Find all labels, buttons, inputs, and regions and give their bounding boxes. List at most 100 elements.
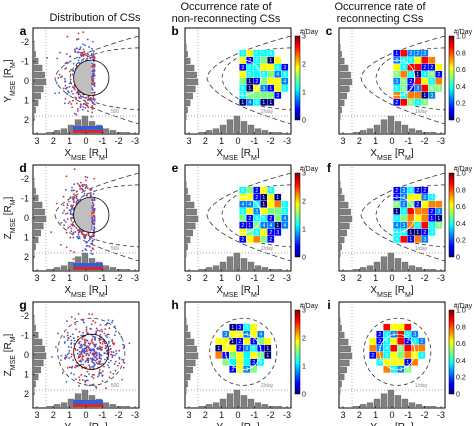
scatter-point [60, 221, 63, 224]
left-hist-bar [339, 359, 350, 367]
heatmap-cell [260, 235, 268, 243]
hist-scale-label: 500 [111, 246, 120, 252]
scatter-point [100, 357, 103, 360]
bow-shock-line [360, 35, 445, 125]
scatter-point [85, 101, 88, 104]
heatmap-cell [428, 200, 436, 208]
scatter-point [85, 245, 88, 247]
scatter-point [92, 223, 95, 226]
scatter-point [75, 102, 78, 105]
scatter-point [92, 212, 95, 215]
heatmap-cell [393, 63, 401, 71]
scatter-point [68, 366, 71, 369]
heatmap-cell-count: 1 [266, 353, 269, 359]
heatmap-cell [267, 70, 275, 78]
x-tick-label: -3 [283, 136, 291, 146]
scatter-point [106, 356, 108, 359]
scatter-point [67, 352, 70, 355]
scatter-point [84, 53, 86, 56]
scatter-point [103, 352, 106, 355]
x-axis-label: XMSE [RM] [370, 148, 413, 162]
scatter-point [91, 72, 94, 75]
scatter-point [88, 245, 91, 248]
bottom-hist-bar [212, 402, 220, 408]
bottom-hist-bar [261, 267, 269, 271]
heatmap-cell-count: 1 [248, 86, 251, 92]
x-tick-label: -3 [437, 273, 445, 283]
panel-letter-g: g [19, 298, 26, 312]
heatmap-cell-count: 6 [241, 86, 244, 92]
scatter-point [84, 107, 87, 109]
heatmap-cell [260, 91, 268, 99]
heatmap-cell-count: 1 [262, 100, 265, 106]
x-axis-label-part-0: Y [64, 422, 71, 426]
heatmap-cell [267, 98, 275, 106]
scatter-point [77, 199, 80, 202]
scatter-point [93, 65, 96, 68]
y-tick-label: -2 [21, 311, 29, 321]
scatter-point [114, 325, 116, 328]
scatter-point [63, 102, 66, 105]
scatter-point [50, 231, 53, 234]
magnetopause-line [69, 184, 139, 248]
heatmap-cell [229, 358, 237, 366]
x-axis-label-part-4: ] [411, 285, 414, 296]
scatter-point [89, 357, 92, 360]
scatter-point [86, 194, 88, 197]
scatter-point [93, 68, 96, 71]
x-tick-label: 0 [389, 273, 394, 283]
scatter-point [111, 319, 114, 322]
scatter-point [118, 356, 121, 359]
left-hist-bar [339, 99, 345, 107]
scatter-point [93, 91, 96, 94]
colorbar-unit: #/Day [300, 303, 319, 310]
scatter-point [95, 361, 98, 364]
heatmap-cell-count: 4 [248, 202, 251, 208]
bottom-blue-bar [73, 126, 103, 130]
scatter-point [86, 370, 89, 373]
bottom-hist-bar [275, 406, 283, 408]
left-hist-bar [185, 317, 187, 325]
x-tick-label: -1 [404, 136, 412, 146]
panel-letter-c: c [326, 24, 333, 38]
scatter-point [81, 338, 84, 340]
bottom-hist-bar [408, 265, 416, 271]
colorbar-unit: #/Day [454, 303, 473, 310]
scatter-point [92, 367, 95, 370]
scatter-point [64, 357, 67, 360]
heatmap-cell-count: 2 [402, 202, 405, 208]
heatmap-cell-count: 4 [395, 223, 398, 229]
colorbar-tick: 2 [302, 199, 306, 206]
heatmap-cell [390, 358, 398, 366]
hist-scale-label: 500 [111, 109, 120, 115]
x-axis-label-part-1: MSE [223, 155, 239, 162]
heatmap-cell [236, 351, 244, 359]
scatter-point [112, 351, 115, 354]
heatmap-cell-count: 6 [255, 100, 258, 106]
x-tick-label: -3 [437, 410, 445, 420]
scatter-point [70, 355, 73, 358]
colorbar-unit: #/Day [454, 166, 473, 173]
scatter-point [93, 238, 96, 241]
outer-circle [209, 317, 278, 386]
scatter-point [91, 87, 93, 90]
scatter-point [63, 336, 66, 338]
x-axis-label: YMSE [RM] [64, 422, 107, 426]
heatmap-cell [260, 207, 268, 215]
scatter-point [101, 380, 104, 383]
heatmap-cell-count: 5 [430, 79, 433, 85]
scatter-point [81, 249, 84, 252]
heatmap-cell-count: 5 [399, 346, 402, 352]
scatter-point [82, 236, 85, 238]
x-axis-label-part-1: MSE [377, 155, 393, 162]
scatter-point [103, 365, 105, 368]
scatter-point [76, 352, 79, 355]
scatter-point [88, 344, 91, 346]
heatmap-cell-count: 5 [409, 58, 412, 64]
left-hist-bar [185, 194, 191, 202]
heatmap-cell [397, 323, 405, 331]
scatter-point [64, 62, 67, 65]
scatter-point [99, 323, 102, 326]
scatter-point [85, 54, 88, 57]
